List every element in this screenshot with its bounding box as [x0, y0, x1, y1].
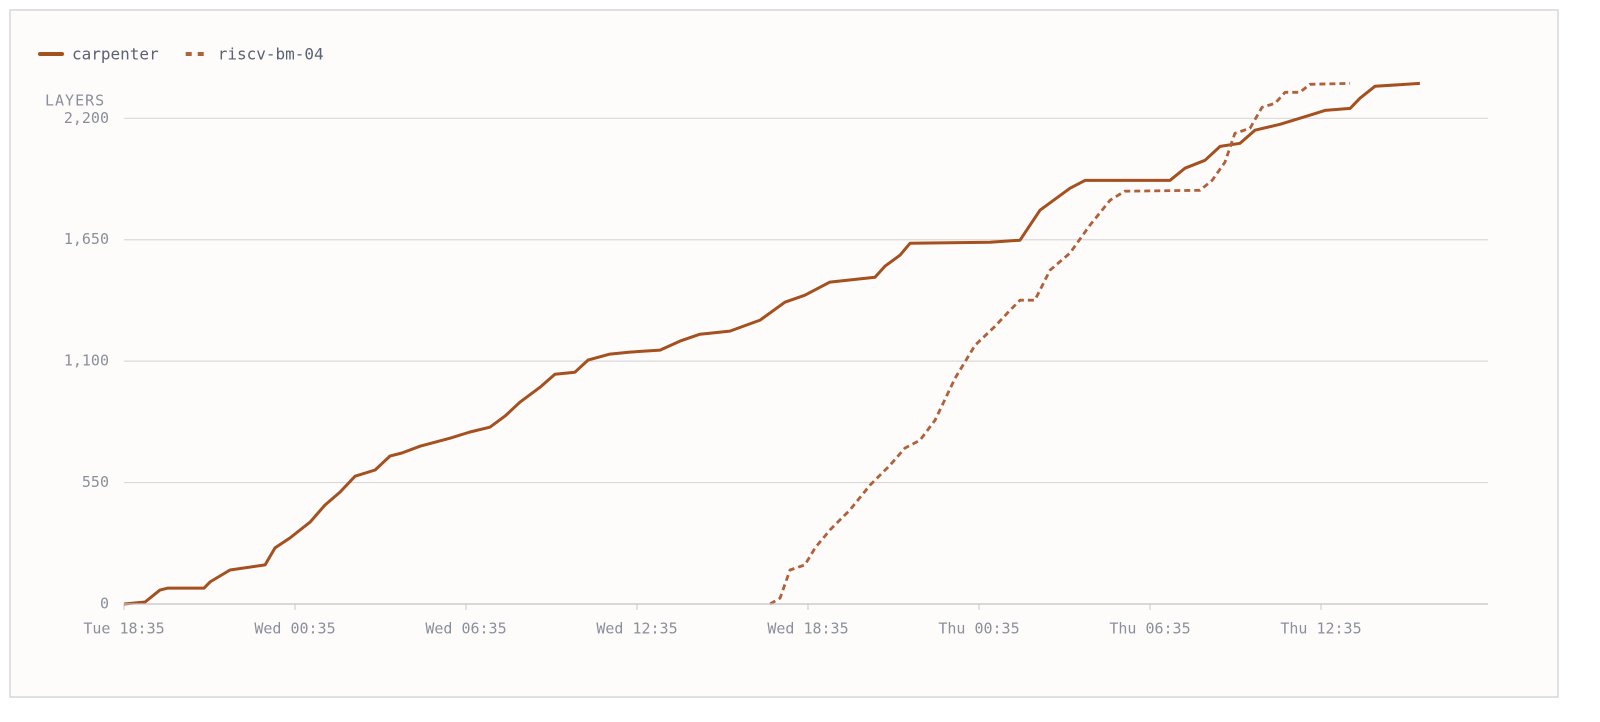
- y-tick-label: 2,200: [64, 109, 109, 127]
- x-tick-label: Wed 00:35: [254, 620, 335, 638]
- y-tick-label: 550: [82, 473, 109, 491]
- series-line: [123, 81, 1420, 606]
- legend-label: carpenter: [72, 45, 159, 64]
- panel: [9, 9, 1559, 698]
- x-tick-label: Thu 06:35: [1109, 620, 1190, 638]
- legend-label: riscv-bm-04: [218, 45, 324, 64]
- x-tick-label: Wed 12:35: [596, 620, 677, 638]
- x-tick-label: Tue 18:35: [83, 620, 164, 638]
- y-axis-label: LAYERS: [45, 92, 105, 110]
- x-tick-label: Wed 06:35: [425, 620, 506, 638]
- x-tick-label: Wed 18:35: [767, 620, 848, 638]
- y-tick-label: 0: [100, 595, 109, 613]
- series-line: [769, 82, 1351, 606]
- x-tick-label: Thu 12:35: [1280, 620, 1361, 638]
- y-tick-label: 1,100: [64, 352, 109, 370]
- x-tick-label: Thu 00:35: [938, 620, 1019, 638]
- y-tick-label: 1,650: [64, 230, 109, 248]
